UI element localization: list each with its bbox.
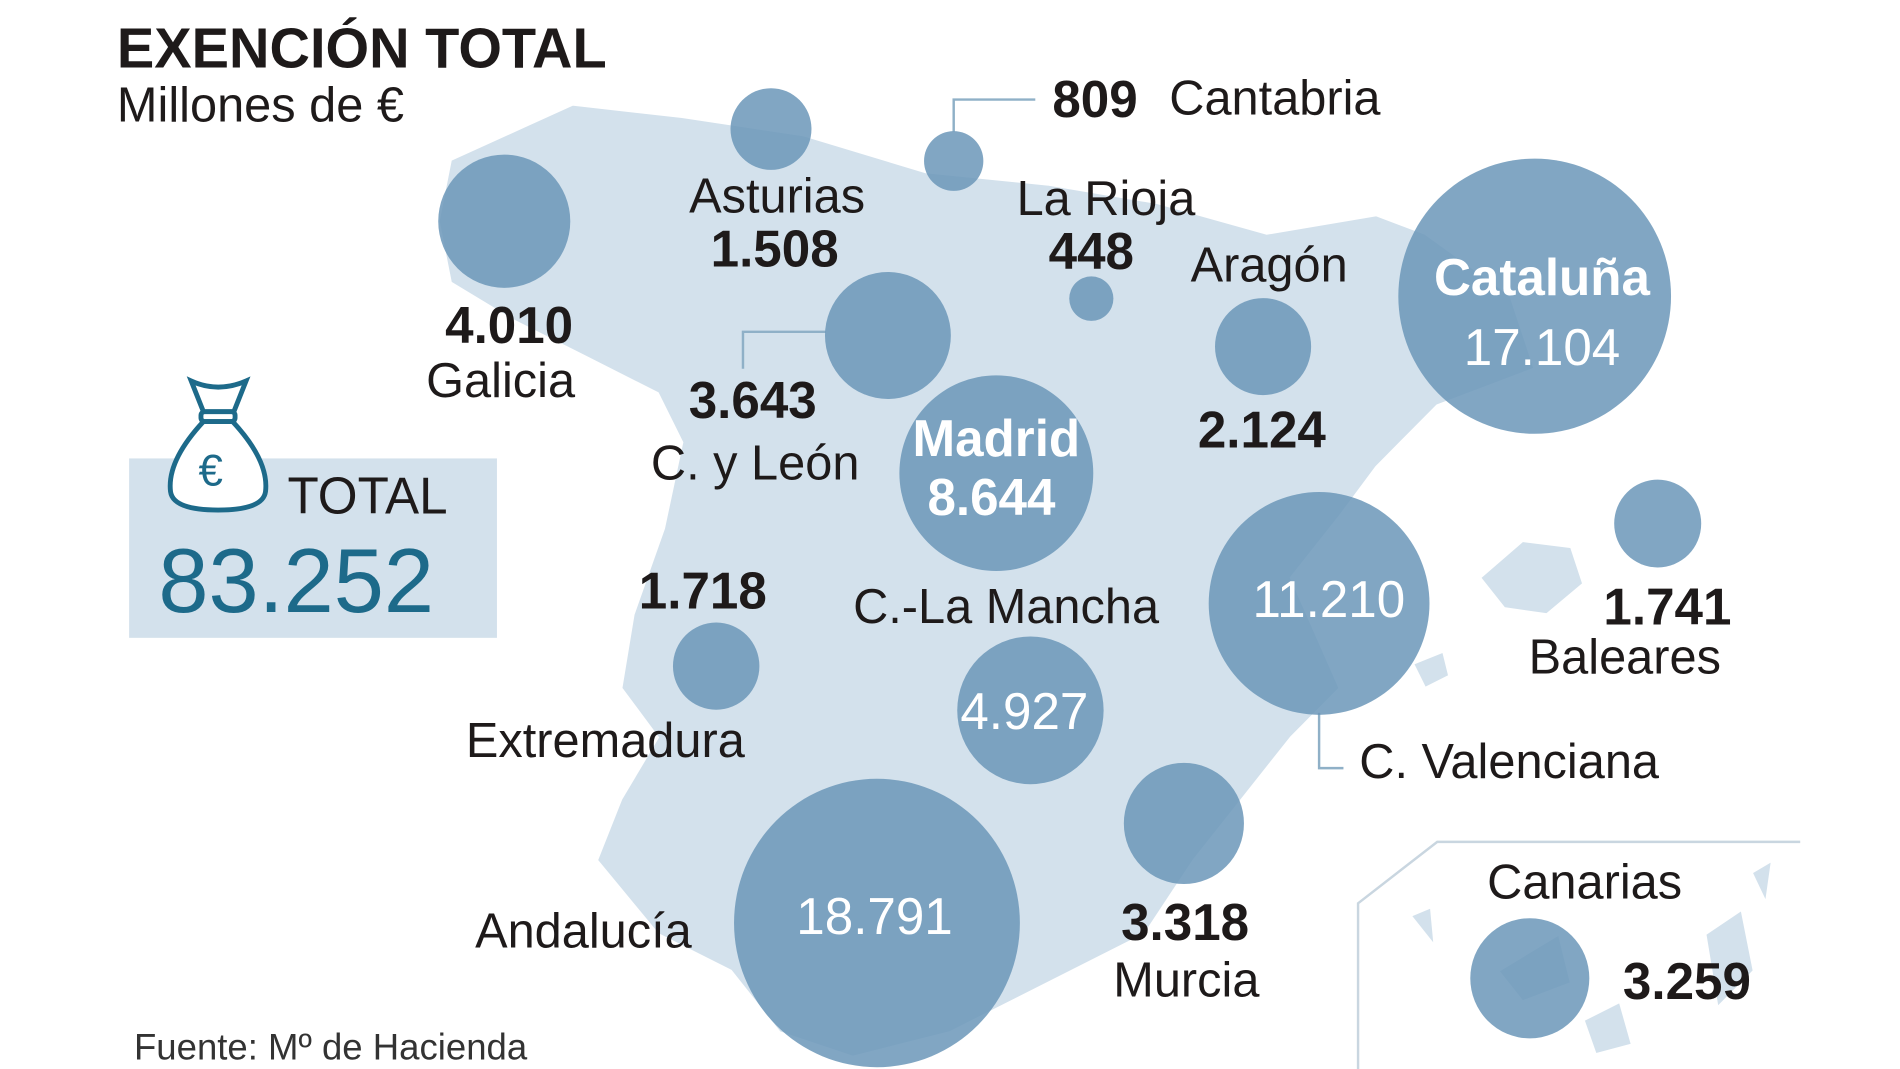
valenciana-leader-line <box>1317 712 1344 770</box>
galicia-name: Galicia <box>426 353 576 409</box>
la-rioja-value: 448 <box>1048 222 1135 281</box>
extremadura-name: Extremadura <box>465 714 745 769</box>
total-value: 83.252 <box>158 529 435 632</box>
baleares-name: Baleares <box>1528 630 1721 685</box>
cyl-name: C. y León <box>650 436 860 491</box>
cataluna-value: 17.104 <box>1463 318 1621 377</box>
lanzarote-shape <box>1749 857 1774 908</box>
aragon-value: 2.124 <box>1197 400 1326 459</box>
canarias-value: 3.259 <box>1622 952 1751 1011</box>
gran-canaria-shape <box>1581 999 1634 1056</box>
baleares-value: 1.741 <box>1603 577 1732 636</box>
canarias-inset-border <box>1356 840 1801 1069</box>
bubble-baleares <box>1614 479 1702 568</box>
chart-title: EXENCIÓN TOTAL <box>116 15 607 80</box>
bubble-murcia <box>1123 762 1244 885</box>
chart-subtitle: Millones de € <box>116 78 404 133</box>
bubble-c-y-le-n <box>824 272 951 400</box>
la-rioja-name: La Rioja <box>1016 172 1196 227</box>
bubble-cantabria <box>924 131 984 191</box>
source-note: Fuente: Mº de Hacienda <box>133 1027 528 1069</box>
cataluna-name: Cataluña <box>1433 248 1651 307</box>
murcia-name: Murcia <box>1113 953 1260 1008</box>
bubble-c-la-mancha <box>957 636 1104 785</box>
svg-text:€: € <box>199 446 223 495</box>
bubble-canarias <box>1470 918 1590 1039</box>
bubble-catalu-a <box>1398 158 1672 434</box>
bubble-asturias <box>730 88 812 170</box>
canarias-name: Canarias <box>1487 855 1683 910</box>
fuerteventura-shape <box>1703 907 1756 1011</box>
money-bag-euro-icon: € <box>167 376 269 513</box>
valenciana-name: C. Valenciana <box>1359 734 1660 790</box>
cyl-value: 3.643 <box>688 371 817 429</box>
bubble-la-rioja <box>1069 276 1114 321</box>
cantabria-value: 809 <box>1052 70 1138 128</box>
mallorca-shape <box>1478 539 1585 616</box>
cyl-leader-line <box>741 330 826 369</box>
galicia-value: 4.010 <box>445 296 574 354</box>
asturias-name: Asturias <box>689 169 866 224</box>
clm-name: C.-La Mancha <box>853 580 1160 635</box>
murcia-value: 3.318 <box>1121 893 1250 952</box>
valenciana-value: 11.210 <box>1252 570 1406 629</box>
cantabria-name: Cantabria <box>1169 71 1381 126</box>
bubble-c-valenciana <box>1208 492 1430 715</box>
aragon-name: Aragón <box>1190 238 1348 293</box>
ibiza-shape <box>1411 649 1451 690</box>
madrid-value: 8.644 <box>927 468 1056 527</box>
asturias-value: 1.508 <box>710 219 839 278</box>
extremadura-value: 1.718 <box>638 561 767 620</box>
bubble-madrid <box>899 375 1094 571</box>
madrid-name: Madrid <box>912 409 1081 468</box>
total-label: TOTAL <box>287 467 448 525</box>
cantabria-leader-line <box>952 98 1036 132</box>
la-palma-shape <box>1408 905 1437 951</box>
andalucia-name: Andalucía <box>475 904 692 959</box>
bubble-andaluc-a <box>734 778 1020 1068</box>
bubble-extremadura <box>672 622 760 710</box>
clm-value: 4.927 <box>960 682 1089 740</box>
bubble-galicia <box>438 154 571 288</box>
andalucia-value: 18.791 <box>796 887 953 946</box>
bubble-arag-n <box>1215 298 1312 396</box>
